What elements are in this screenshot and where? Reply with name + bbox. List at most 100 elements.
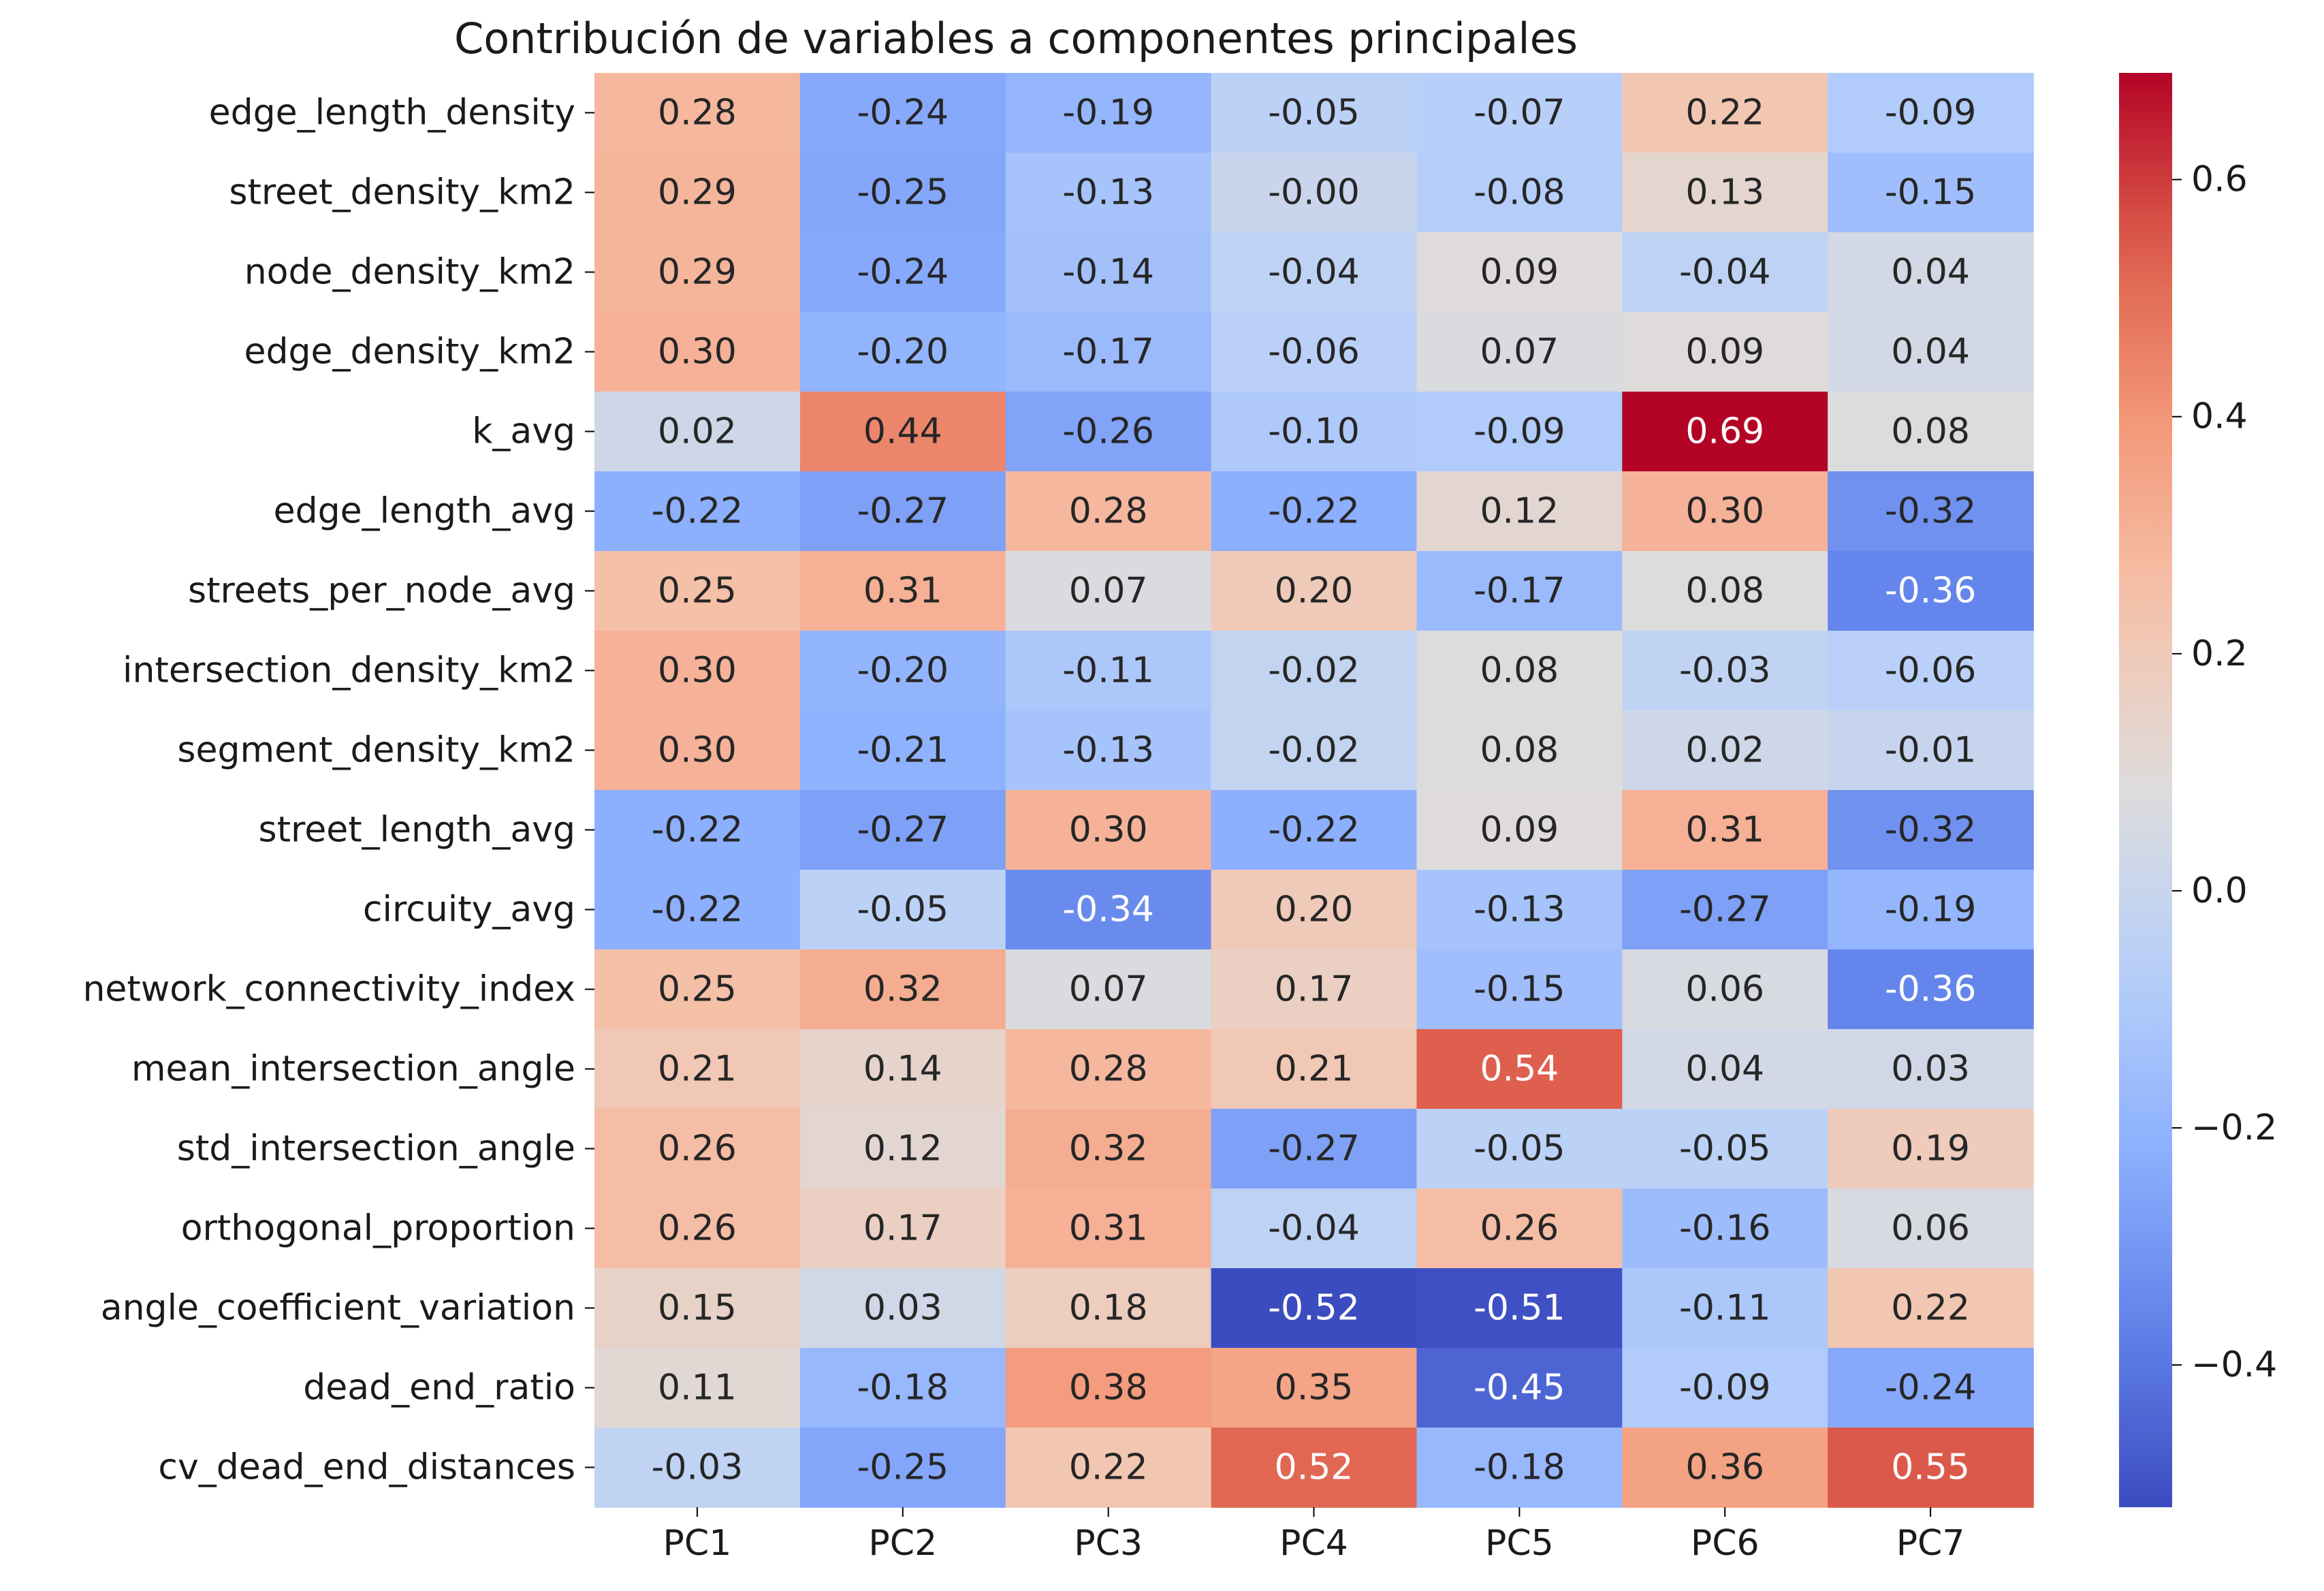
- column-label: PC1: [663, 1523, 732, 1564]
- cell-value-label: -0.22: [652, 810, 744, 851]
- cell-value-label: -0.52: [1268, 1288, 1360, 1329]
- cell-value-label: 0.06: [1891, 1208, 1970, 1249]
- cell-value-label: -0.45: [1474, 1368, 1565, 1408]
- heatmap-cell: [1005, 949, 1212, 1030]
- cell-value-label: -0.08: [1474, 172, 1565, 213]
- cell-value-label: -0.19: [1062, 93, 1154, 133]
- cell-value-label: -0.22: [652, 491, 744, 532]
- colorbar-tick-label: 0.2: [2191, 633, 2248, 674]
- colorbar-tick-label: 0.6: [2191, 159, 2248, 200]
- heatmap-cell: [1005, 790, 1212, 870]
- heatmap-cell: [1416, 1428, 1623, 1508]
- cell-value-label: -0.17: [1474, 571, 1565, 612]
- cell-value-label: 0.08: [1480, 730, 1559, 771]
- heatmap-cell: [1416, 790, 1623, 870]
- cell-value-label: -0.13: [1474, 889, 1565, 930]
- heatmap-cell: [594, 312, 801, 392]
- cell-value-label: 0.20: [1275, 889, 1354, 930]
- colorbar: −0.4 −0.2 0.0 0.2 0.4 0.6: [2119, 73, 2277, 1507]
- row-label: cv_dead_end_distances: [158, 1447, 575, 1488]
- heatmap-cell: [1416, 1348, 1623, 1428]
- heatmap-cell: [1828, 790, 2034, 870]
- cell-value-label: 0.55: [1891, 1447, 1970, 1488]
- column-label: PC5: [1485, 1523, 1554, 1564]
- heatmap-cell: [1005, 1348, 1212, 1428]
- cell-value-label: 0.38: [1069, 1368, 1148, 1408]
- cell-value-label: -0.00: [1268, 172, 1360, 213]
- heatmap-cell: [1416, 551, 1623, 631]
- cell-value-label: 0.07: [1069, 969, 1148, 1010]
- heatmap-cell: [1211, 312, 1418, 392]
- heatmap-cell: [1211, 1109, 1418, 1189]
- cell-value-label: -0.05: [1474, 1129, 1565, 1169]
- heatmap-cell: [1005, 1428, 1212, 1508]
- heatmap-cell: [1828, 1109, 2034, 1189]
- cell-value-label: -0.22: [1268, 810, 1360, 851]
- heatmap-cell: [1622, 1188, 1828, 1269]
- cell-value-label: -0.02: [1268, 730, 1360, 771]
- cell-value-label: -0.27: [857, 491, 949, 532]
- cell-value-label: -0.20: [857, 650, 949, 691]
- cell-value-label: 0.25: [658, 571, 737, 612]
- heatmap-cell: [1211, 73, 1418, 153]
- cell-value-label: -0.06: [1268, 332, 1360, 373]
- heatmap-cell: [1828, 312, 2034, 392]
- cell-value-label: 0.32: [863, 969, 942, 1010]
- cell-value-label: 0.08: [1685, 571, 1764, 612]
- cell-value-label: 0.04: [1891, 252, 1970, 293]
- cell-value-label: 0.07: [1069, 571, 1148, 612]
- cell-value-label: -0.32: [1885, 810, 1977, 851]
- row-label: intersection_density_km2: [123, 650, 575, 691]
- cell-value-label: -0.18: [857, 1368, 949, 1408]
- heatmap-cell: [1828, 1428, 2034, 1508]
- cell-value-label: -0.05: [857, 889, 949, 930]
- heatmap-cell: [799, 153, 1006, 233]
- heatmap-cell: [799, 73, 1006, 153]
- column-labels: PC1 PC2 PC3 PC4 PC5 PC6 PC7: [663, 1507, 1964, 1564]
- cell-value-label: -0.51: [1474, 1288, 1565, 1329]
- heatmap-cell: [1005, 73, 1212, 153]
- cell-value-label: 0.28: [1069, 1049, 1148, 1090]
- row-label: circuity_avg: [363, 889, 575, 930]
- cell-value-label: -0.13: [1062, 172, 1154, 213]
- colorbar-tick-label: 0.4: [2191, 396, 2248, 437]
- cell-value-label: 0.08: [1480, 650, 1559, 691]
- heatmap-cell: [1622, 710, 1828, 791]
- heatmap-cell: [594, 1188, 801, 1269]
- cell-value-label: -0.04: [1268, 1208, 1360, 1249]
- heatmap-cell: [1211, 1029, 1418, 1109]
- cell-value-label: -0.25: [857, 1447, 949, 1488]
- cell-value-label: -0.24: [857, 252, 949, 293]
- heatmap-cell: [799, 949, 1006, 1030]
- heatmap-cell: [1828, 392, 2034, 472]
- heatmap-cell: [1622, 1268, 1828, 1349]
- heatmap-cell: [1005, 153, 1212, 233]
- heatmap-cell: [799, 1268, 1006, 1349]
- cell-value-label: 0.12: [1480, 491, 1559, 532]
- heatmap-cell: [1211, 392, 1418, 472]
- cell-value-label: -0.34: [1062, 889, 1154, 930]
- cell-value-label: 0.28: [658, 93, 737, 133]
- cell-value-label: 0.13: [1685, 172, 1764, 213]
- heatmap-cell: [1211, 710, 1418, 791]
- heatmap-cell: [594, 1428, 801, 1508]
- cell-value-label: 0.18: [1069, 1288, 1148, 1329]
- heatmap-cell: [1416, 392, 1623, 472]
- cell-value-label: -0.25: [857, 172, 949, 213]
- heatmap-cell: [1622, 1348, 1828, 1428]
- heatmap-cell: [1416, 710, 1623, 791]
- heatmap-cell: [594, 73, 801, 153]
- heatmap-cell: [1416, 153, 1623, 233]
- heatmap-cell: [1622, 870, 1828, 950]
- cell-value-label: -0.03: [652, 1447, 744, 1488]
- cell-value-label: -0.18: [1474, 1447, 1565, 1488]
- row-label: street_length_avg: [259, 810, 576, 851]
- cell-value-label: -0.17: [1062, 332, 1154, 373]
- heatmap-cell: [1211, 1348, 1418, 1428]
- cell-value-label: 0.30: [1685, 491, 1764, 532]
- cell-value-label: -0.13: [1062, 730, 1154, 771]
- heatmap-cell: [1211, 232, 1418, 313]
- heatmap-cell: [1828, 870, 2034, 950]
- cell-value-label: -0.27: [1679, 889, 1771, 930]
